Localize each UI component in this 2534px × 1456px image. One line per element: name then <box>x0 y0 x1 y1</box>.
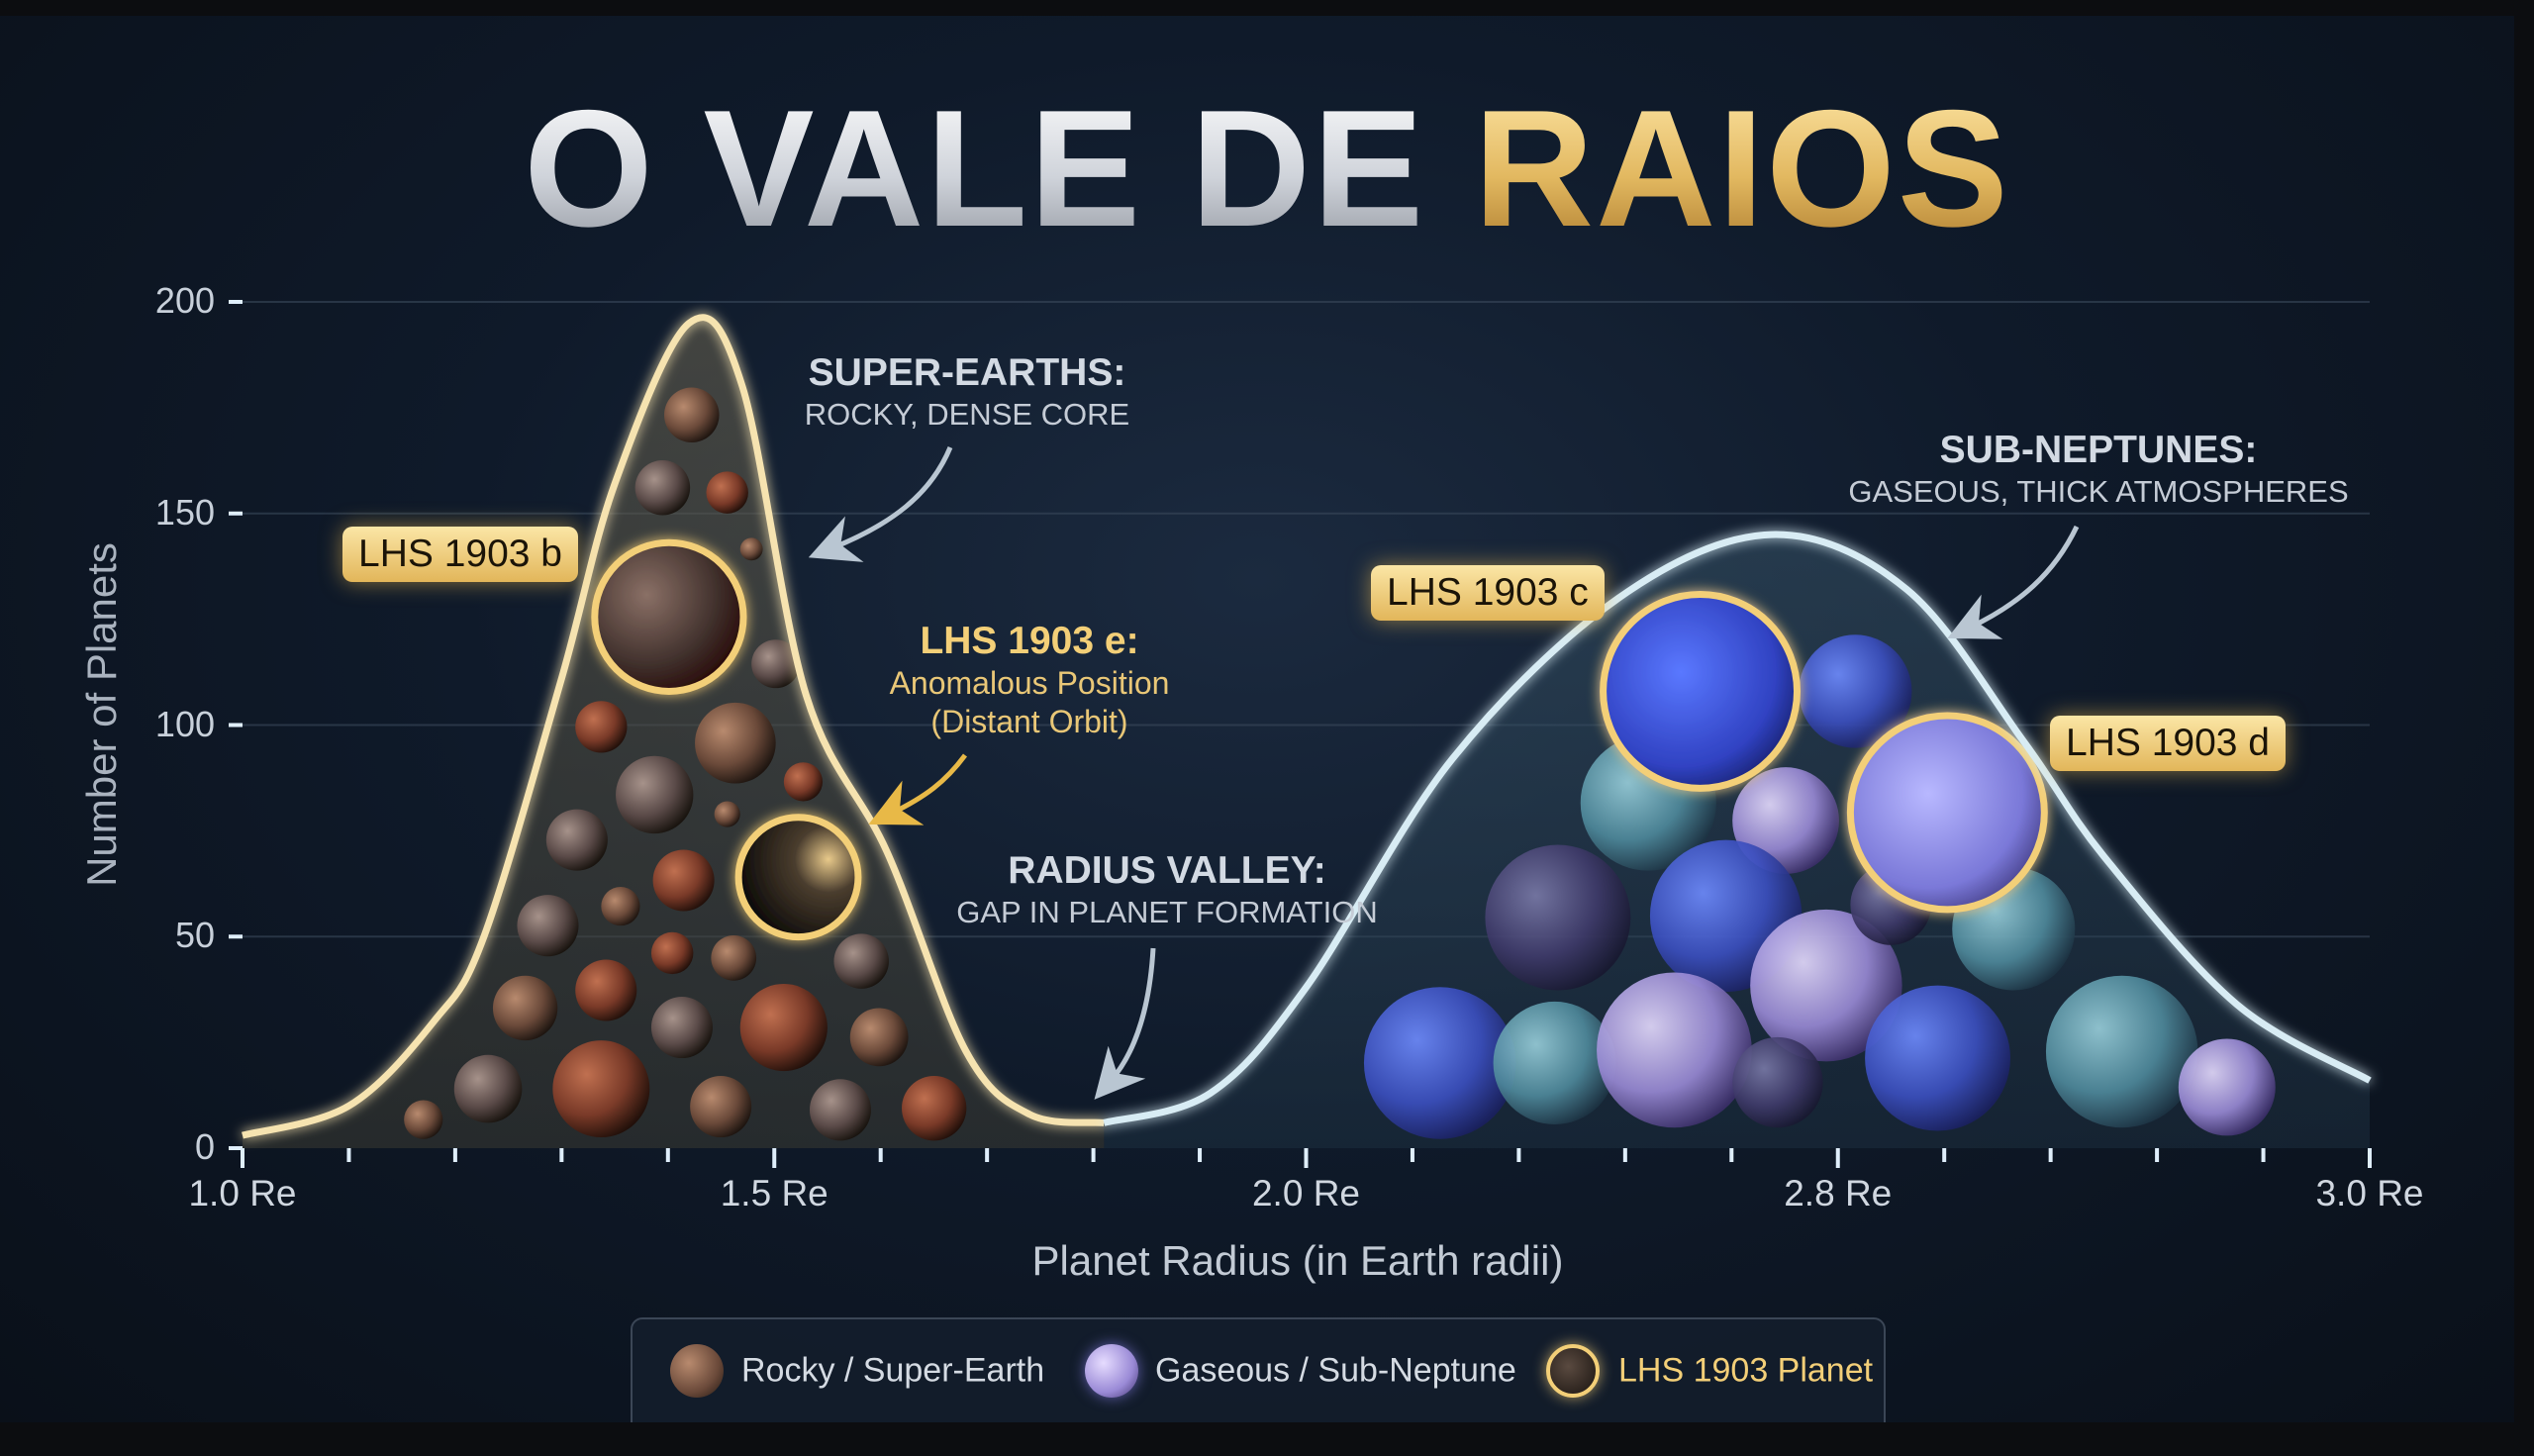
gaseous-planet <box>1485 844 1631 991</box>
rocky-planet <box>751 639 801 689</box>
rocky-planet <box>849 1008 909 1067</box>
annotation-sub: (Distant Orbit) <box>930 704 1128 739</box>
annotation-sub: Anomalous Position <box>889 665 1170 701</box>
y-tick-label: 50 <box>174 915 215 956</box>
title-white: O VALE DE <box>524 75 1474 261</box>
legend-item-lhs: LHS 1903 Planet <box>1618 1351 1874 1390</box>
y-tick-label: 200 <box>154 280 215 321</box>
rocky-planet <box>664 387 720 443</box>
annotation-arrows <box>808 446 2080 1100</box>
y-tick-label: 100 <box>154 703 215 744</box>
super-earths-arrow <box>808 446 953 562</box>
x-tick-label: 2.0 Re <box>1251 1173 1360 1213</box>
annotation-sub-neptunes: SUB-NEPTUNES: GASEOUS, THICK ATMOSPHERES <box>1848 429 2348 510</box>
x-tick-label: 1.0 Re <box>188 1173 297 1213</box>
gaseous-planet <box>2045 975 2198 1128</box>
x-tick-label: 2.8 Re <box>1784 1173 1893 1213</box>
planet-illustrations <box>404 387 2276 1141</box>
sub-neptunes-arrow <box>1947 525 2080 639</box>
axes <box>229 297 2372 1168</box>
legend-item-rocky: Rocky / Super-Earth <box>741 1351 1045 1390</box>
distribution-curves <box>242 314 2372 1139</box>
rocky-planet <box>902 1076 967 1141</box>
rocky-planet <box>739 983 828 1072</box>
gaseous-planet <box>1732 767 1839 874</box>
gas-planet-icon <box>1085 1344 1138 1398</box>
title-gold: RAIOS <box>1473 75 2010 261</box>
rocky-planet <box>690 1076 752 1138</box>
y-tick-label: 0 <box>194 1126 215 1167</box>
gaseous-planet <box>1750 909 1902 1062</box>
rocky-planet <box>652 849 715 912</box>
lhs-e-arrow <box>868 753 968 825</box>
rocky-planet <box>552 1040 650 1138</box>
rocky-planet <box>650 931 694 975</box>
rocky-planet <box>616 755 694 834</box>
rocky-planet <box>711 934 757 981</box>
annotation-heading: SUB-NEPTUNES: <box>1939 429 2258 471</box>
radius-valley-arrow <box>1094 947 1156 1100</box>
x-tick-label: 1.5 Re <box>720 1173 828 1213</box>
x-tick-label: 3.0 Re <box>2315 1173 2424 1213</box>
annotation-sub: GAP IN PLANET FORMATION <box>956 895 1378 929</box>
gaseous-planet <box>1732 1036 1823 1128</box>
rocky-planet <box>634 459 691 516</box>
rocky-planet <box>517 895 579 957</box>
annotation-heading: RADIUS VALLEY: <box>1008 849 1326 892</box>
lhs-planet-icon <box>1546 1344 1600 1398</box>
bottom-bar <box>0 1422 2534 1456</box>
label-lhs-1903-c: LHS 1903 c <box>1371 565 1605 621</box>
series-area <box>243 317 1105 1149</box>
rocky-planet <box>695 702 776 784</box>
rocky-planet <box>650 997 714 1059</box>
annotation-radius-valley: RADIUS VALLEY: GAP IN PLANET FORMATION <box>956 849 1377 930</box>
label-lhs-1903-b: LHS 1903 b <box>342 527 578 582</box>
gaseous-planet <box>1363 987 1516 1139</box>
rocky-planet <box>453 1054 523 1123</box>
y-axis-label: Number of Planets <box>78 542 125 887</box>
annotation-lhs-1903-e: LHS 1903 e: Anomalous Position (Distant … <box>890 620 1170 740</box>
lhs-1903-c-planet <box>1600 590 1802 792</box>
label-lhs-1903-d: LHS 1903 d <box>2050 716 2286 771</box>
gaseous-planet <box>1865 985 2011 1131</box>
rocky-planet <box>601 887 640 926</box>
gaseous-planet <box>1493 1001 1616 1124</box>
rocky-planet <box>404 1100 443 1139</box>
rocky-planet <box>809 1079 872 1141</box>
rocky-planet <box>545 809 608 871</box>
gaseous-planet <box>2178 1038 2276 1136</box>
rocky-planet <box>783 762 824 802</box>
y-tick-label: 150 <box>154 491 215 533</box>
rocky-planet <box>575 701 628 753</box>
rocky-planet <box>833 933 889 989</box>
lhs-1903-d-planet <box>1846 712 2048 914</box>
rocky-planet <box>706 471 748 514</box>
annotation-heading: LHS 1903 e: <box>920 620 1139 662</box>
rocky-planet <box>492 975 558 1041</box>
annotation-heading: SUPER-EARTHS: <box>808 351 1126 394</box>
lhs-1903-e-planet <box>734 814 862 941</box>
annotation-sub: GASEOUS, THICK ATMOSPHERES <box>1848 474 2349 509</box>
legend-item-gaseous: Gaseous / Sub-Neptune <box>1155 1351 1516 1390</box>
gaseous-planet <box>1799 634 1912 748</box>
x-axis-label: Planet Radius (in Earth radii) <box>1031 1237 1564 1284</box>
rocky-planet <box>575 959 637 1021</box>
gaseous-planet <box>1597 972 1752 1128</box>
annotation-sub: ROCKY, DENSE CORE <box>804 397 1130 432</box>
series-line <box>1103 531 2372 1126</box>
rocky-planet <box>714 801 740 827</box>
series-line <box>242 314 1105 1139</box>
rocky-planet <box>739 537 763 561</box>
rocky-planet-icon <box>670 1344 724 1398</box>
lhs-1903-b-planet <box>591 538 747 695</box>
annotation-super-earths: SUPER-EARTHS: ROCKY, DENSE CORE <box>805 351 1129 433</box>
page-title: O VALE DE RAIOS <box>0 85 2514 251</box>
